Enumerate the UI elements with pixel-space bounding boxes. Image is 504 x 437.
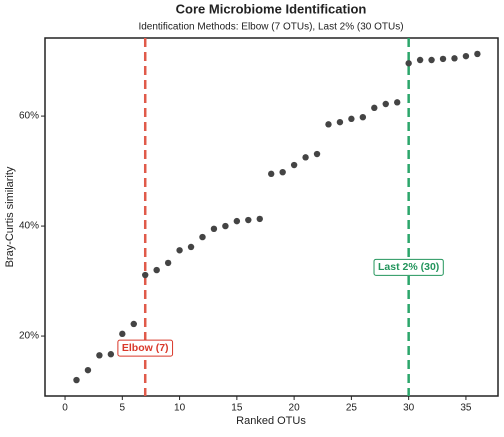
annotation-label: Last 2% (30) [378, 261, 439, 273]
chart-title: Core Microbiome Identification [176, 1, 367, 16]
annotation-label: Elbow (7) [122, 342, 169, 354]
y-axis-label: Bray-Curtis similarity [4, 166, 16, 267]
x-tick-label: 30 [403, 403, 415, 414]
point [313, 150, 321, 158]
point [325, 121, 332, 128]
point [302, 154, 309, 161]
point [73, 376, 80, 384]
point [371, 104, 378, 112]
annotation-box [373, 258, 444, 276]
point [348, 115, 355, 123]
point [268, 170, 275, 178]
y-tick-label: 20% [19, 331, 39, 342]
x-tick-label: 25 [346, 403, 358, 414]
point [394, 99, 401, 106]
point [439, 55, 447, 63]
x-tick-label: 5 [120, 403, 126, 414]
point [187, 243, 195, 251]
point [382, 100, 389, 108]
point [474, 50, 481, 58]
x-tick-label: 35 [460, 403, 472, 414]
point [428, 56, 435, 64]
point [153, 266, 160, 274]
x-tick-label: 15 [231, 403, 243, 414]
point [96, 352, 103, 359]
chart-subtitle: Identification Methods: Elbow (7 OTUs), … [138, 22, 403, 33]
point [199, 233, 206, 241]
x-tick-label: 10 [174, 403, 186, 414]
x-tick-label: 0 [62, 403, 68, 414]
y-tick-label: 40% [19, 221, 39, 232]
point [451, 55, 458, 62]
plot-frame [44, 37, 499, 397]
point [336, 118, 344, 126]
point [233, 217, 241, 225]
point [119, 330, 126, 338]
point [256, 215, 263, 223]
x-tick-label: 20 [289, 403, 301, 414]
point [245, 216, 252, 224]
y-tick-label: 60% [19, 111, 39, 122]
point [210, 225, 218, 233]
x-axis-label: Ranked OTUs [236, 415, 306, 427]
point [164, 259, 172, 267]
point [84, 366, 92, 374]
point [279, 168, 286, 176]
point [107, 351, 115, 358]
point [290, 161, 298, 169]
point [405, 60, 412, 67]
point [130, 320, 137, 328]
annotation-box [117, 339, 174, 357]
point [416, 56, 424, 64]
point [142, 271, 149, 279]
point [462, 52, 470, 60]
point [176, 247, 183, 254]
point [359, 113, 367, 121]
point [222, 222, 229, 230]
